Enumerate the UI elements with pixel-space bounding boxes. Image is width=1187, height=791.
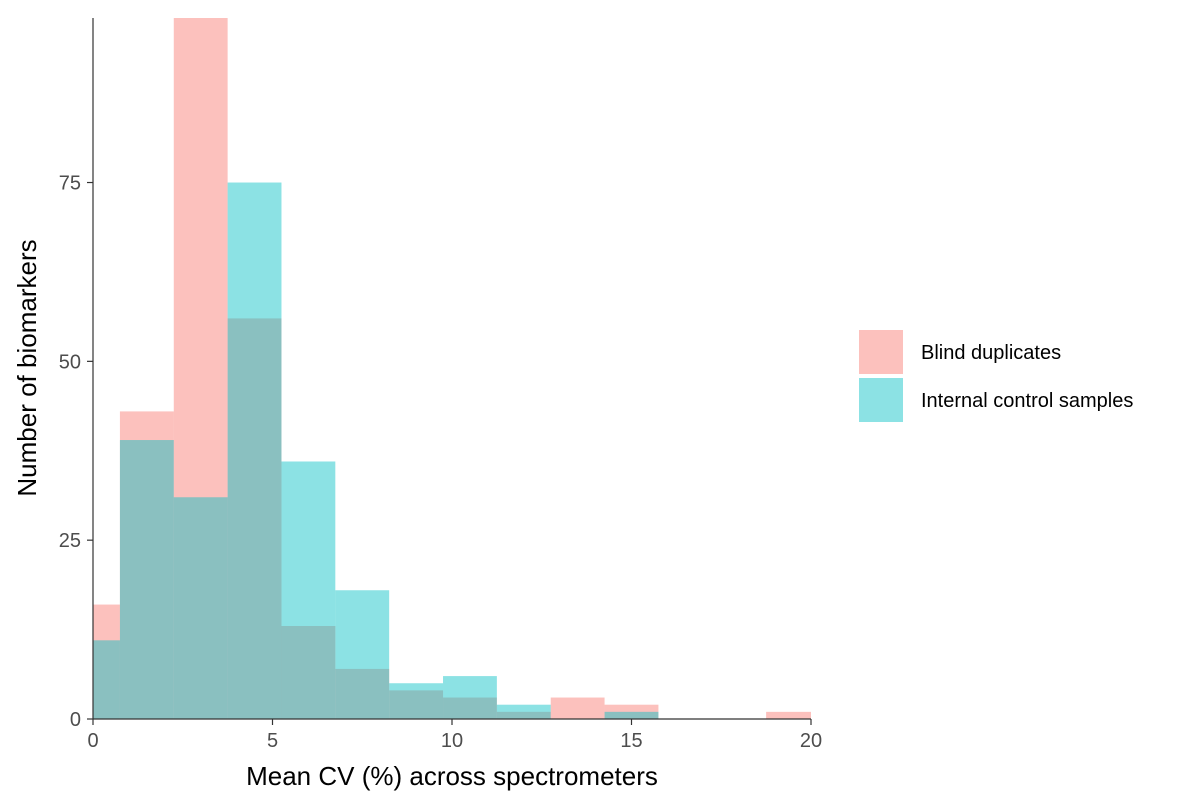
legend-label-1: Internal control samples [921, 390, 1133, 412]
bar-series-1-bin-7 [443, 676, 497, 719]
bar-series-0-bin-10 [604, 704, 659, 719]
bar-series-0-bin-4 [281, 626, 336, 719]
x-tick-label: 20 [800, 730, 822, 752]
y-tick-label: 75 [59, 173, 81, 195]
y-tick-label: 25 [59, 530, 81, 552]
x-tick-label: 5 [267, 730, 278, 752]
bar-series-1-bin-2 [173, 497, 228, 719]
bar-series-1-bin-5 [335, 590, 390, 719]
bar-series-1-bin-4 [281, 461, 336, 719]
bar-series-1-bin-3 [227, 182, 282, 720]
bar-series-0-bin-8 [496, 711, 551, 719]
bar-series-0-bin-3 [227, 318, 282, 719]
bar-series-0-bin-0 [93, 604, 120, 719]
bar-series-1-bin-1 [119, 440, 174, 719]
bar-series-1-bin-0 [93, 640, 120, 719]
bar-series-1-bin-6 [389, 683, 444, 719]
bar-series-0-bin-1 [119, 411, 174, 719]
x-tick-label: 0 [87, 730, 98, 752]
legend-label-0: Blind duplicates [921, 342, 1061, 364]
bar-series-1-bin-10 [604, 711, 659, 719]
bars-layer [93, 18, 811, 720]
x-axis-title: Mean CV (%) across spectrometers [246, 761, 658, 791]
bar-series-0-bin-13 [766, 711, 811, 719]
ticks: 0 5 10 15 20 0 25 50 75 [59, 173, 822, 752]
bar-series-0-bin-6 [389, 690, 444, 719]
bar-series-1-bin-8 [496, 704, 551, 719]
y-axis-title: Number of biomarkers [12, 239, 42, 496]
bar-series-0-bin-5 [335, 668, 390, 719]
y-tick-label: 0 [70, 709, 81, 731]
x-tick-label: 15 [620, 730, 642, 752]
legend-swatch-0 [859, 330, 903, 374]
legend-swatch-1 [859, 378, 903, 422]
bar-series-0-bin-9 [550, 697, 605, 719]
y-tick-label: 50 [59, 351, 81, 373]
x-tick-label: 10 [441, 730, 463, 752]
bar-series-0-bin-2 [173, 18, 228, 719]
legend: Blind duplicates Internal control samples [859, 330, 1133, 422]
bar-series-0-bin-7 [443, 697, 497, 719]
